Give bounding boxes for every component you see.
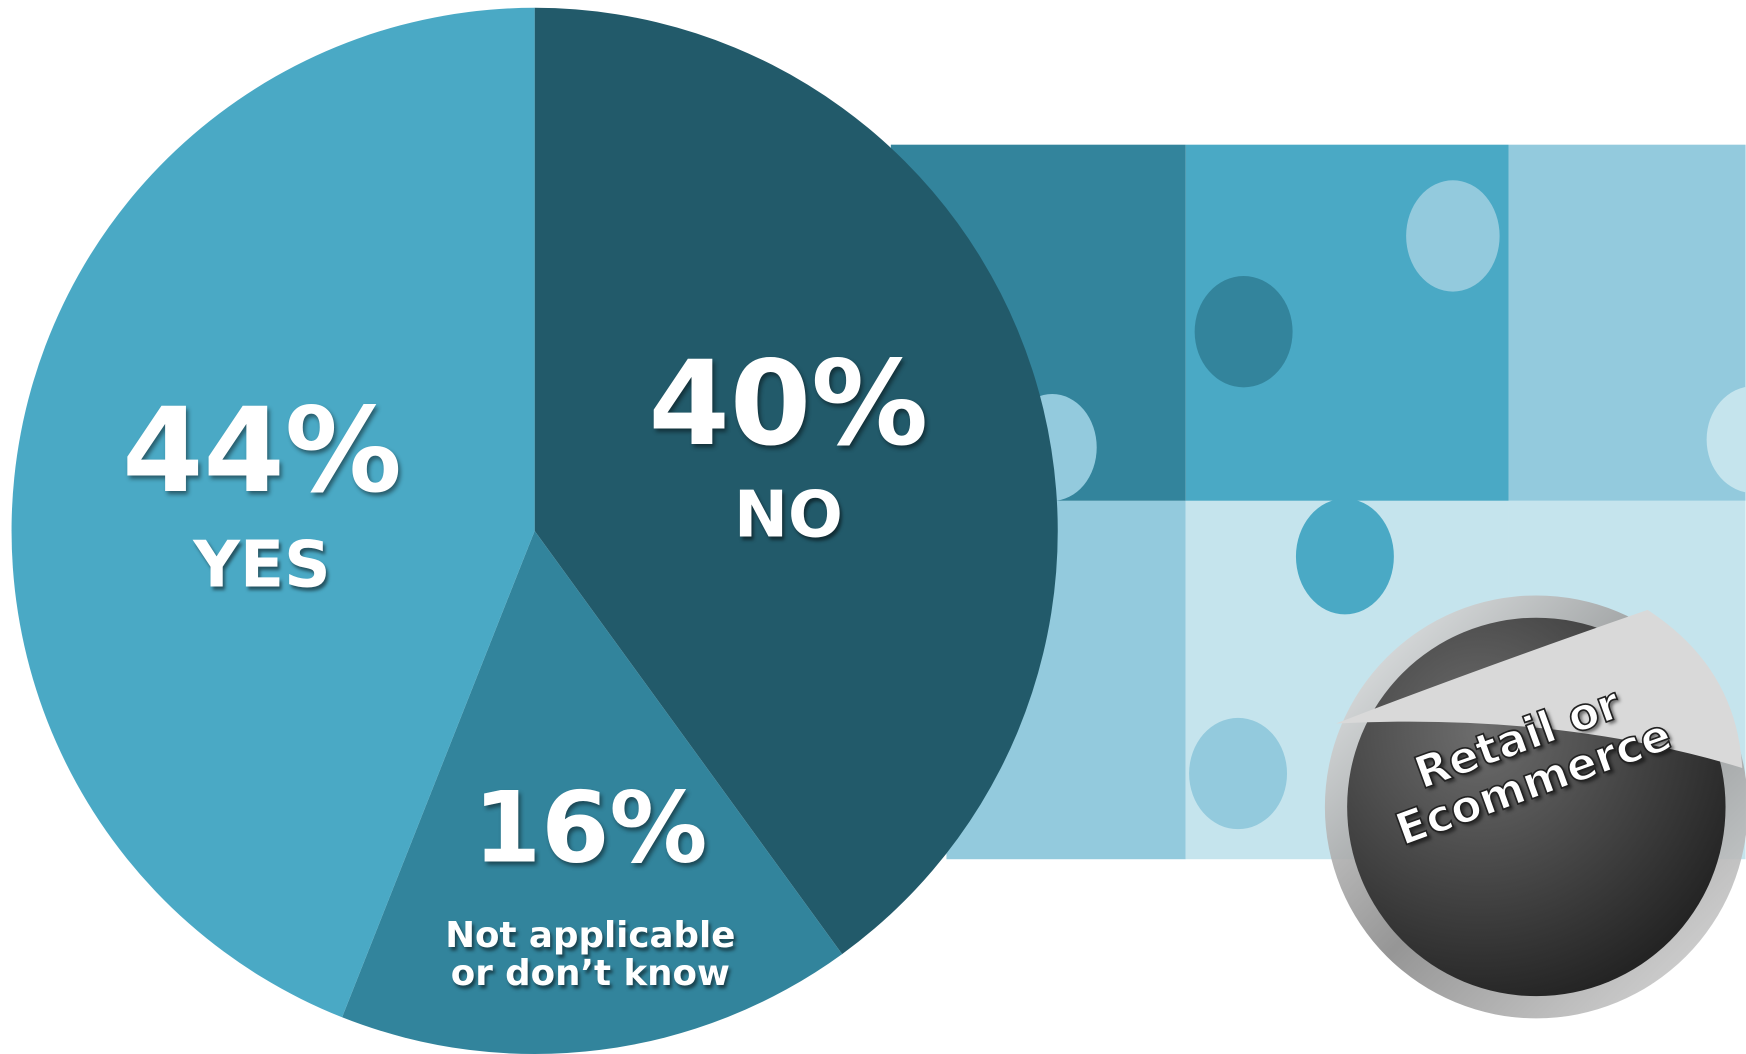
pie-slice (534, 7, 1058, 955)
pie: 40% NO 16% Not applicable or don’t know 44% Y… (11, 7, 1058, 1054)
value-label: 16% (473, 772, 707, 886)
category-label-box: NO (733, 481, 843, 553)
category-label: NO (733, 481, 843, 553)
pie-slice (11, 7, 535, 1018)
category-label: YES (193, 531, 331, 603)
value-label: 44% (122, 383, 402, 519)
badge: Retail or Ecommerce (1324, 595, 1746, 1019)
category-label: Not applicable or don’t know (445, 917, 736, 994)
pie-slice (342, 530, 843, 1054)
category-label-box: YES (193, 531, 331, 603)
category-label-box: Not applicable or don’t know (445, 917, 736, 994)
value-label: 40% (649, 336, 929, 472)
